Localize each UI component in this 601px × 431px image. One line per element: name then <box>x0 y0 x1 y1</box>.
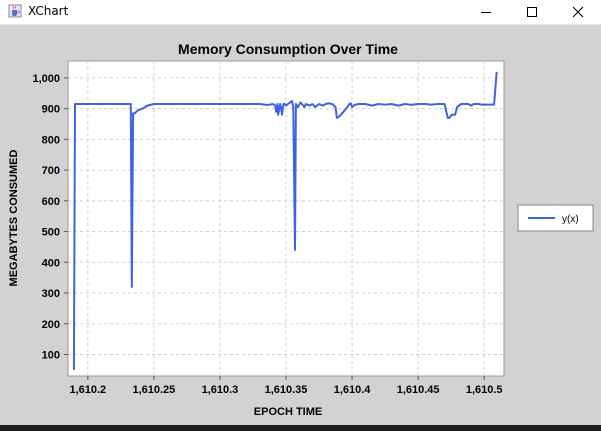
y-tick-label: 400 <box>42 257 60 269</box>
x-tick-label: 1,610.5 <box>466 384 503 396</box>
x-tick-label: 1,610.35 <box>265 384 308 396</box>
x-tick-label: 1,610.25 <box>132 384 175 396</box>
y-tick-label: 800 <box>42 134 60 146</box>
close-icon <box>572 6 584 18</box>
legend: y(x) <box>517 204 594 232</box>
y-tick-label: 100 <box>42 349 60 361</box>
y-tick-label: 900 <box>42 104 60 116</box>
x-axis: 1,610.2 1,610.25 1,610.3 1,610.35 1,610.4 1,6… <box>69 376 503 396</box>
legend-label: y(x) <box>562 214 579 225</box>
y-tick-label: 600 <box>42 196 60 208</box>
maximize-button[interactable] <box>509 0 555 24</box>
x-axis-label: EPOCH TIME <box>254 406 322 418</box>
x-tick-label: 1,610.45 <box>397 384 440 396</box>
y-axis: 100 200 300 400 500 600 700 800 900 1,000 <box>32 73 68 361</box>
chart-panel: Memory Consumption Over Time 100 200 300 40… <box>0 25 601 425</box>
y-tick-label: 200 <box>42 319 60 331</box>
series-line-y-x <box>72 71 498 370</box>
window-title: XChart <box>28 4 69 18</box>
chart-title: Memory Consumption Over Time <box>178 41 398 57</box>
minimize-button[interactable] <box>463 0 509 24</box>
y-axis-label: MEGABYTES CONSUMED <box>8 149 20 286</box>
legend-box <box>517 204 594 232</box>
line-chart: Memory Consumption Over Time 100 200 300 40… <box>8 41 594 418</box>
x-tick-label: 1,610.2 <box>69 384 106 396</box>
y-tick-label: 300 <box>42 288 60 300</box>
minimize-icon <box>481 12 491 13</box>
title-bar[interactable]: XChart <box>0 0 601 25</box>
taskbar-edge <box>0 425 601 431</box>
x-tick-label: 1,610.4 <box>334 384 372 396</box>
close-button[interactable] <box>555 0 601 24</box>
y-tick-label: 500 <box>42 227 60 239</box>
x-tick-label: 1,610.3 <box>202 384 239 396</box>
y-tick-label: 700 <box>42 165 60 177</box>
y-tick-label: 1,000 <box>32 73 60 85</box>
maximize-icon <box>527 7 537 17</box>
java-cup-icon <box>8 4 22 18</box>
